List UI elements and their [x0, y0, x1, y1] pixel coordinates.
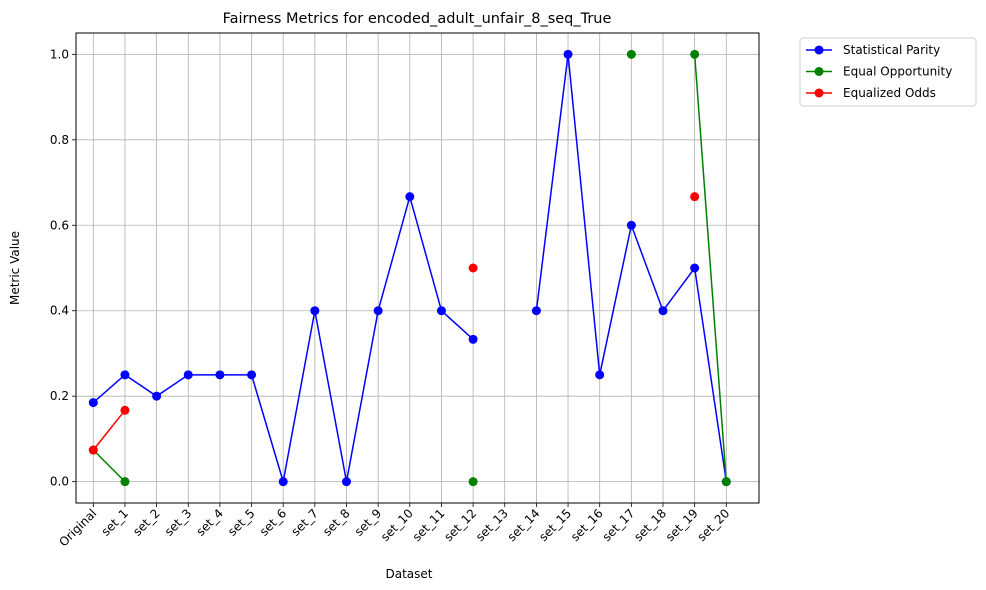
data-point — [215, 370, 225, 380]
x-tick-label: set_13 — [473, 506, 511, 544]
x-tick-label: set_2 — [130, 506, 163, 539]
data-point — [342, 477, 351, 487]
data-point — [152, 391, 162, 401]
x-tick-label: set_6 — [257, 506, 290, 539]
data-point — [373, 306, 383, 316]
x-tick-label: set_18 — [631, 506, 669, 544]
legend-marker — [814, 67, 824, 76]
series-layer — [88, 49, 731, 487]
series-line — [92, 409, 126, 451]
data-point — [468, 334, 478, 344]
legend-item: Equal Opportunity — [806, 65, 952, 79]
x-tick-label: set_15 — [536, 506, 574, 544]
y-tick-label: 0.8 — [50, 133, 69, 147]
x-tick-label: set_11 — [410, 506, 448, 544]
x-tick-label: set_7 — [288, 506, 321, 539]
legend-item: Statistical Parity — [806, 43, 940, 57]
x-tick-label: set_17 — [600, 506, 638, 544]
data-point — [120, 370, 130, 380]
y-tick-label: 1.0 — [50, 47, 69, 61]
legend-marker — [814, 88, 824, 98]
data-point — [183, 370, 193, 380]
data-point — [278, 477, 288, 487]
series-line — [92, 449, 126, 483]
y-tick-label: 0.4 — [50, 304, 69, 318]
x-tick-label: set_8 — [320, 506, 353, 539]
x-tick-label: set_1 — [99, 506, 132, 539]
data-point — [88, 398, 98, 408]
y-tick-label: 0.6 — [50, 218, 69, 232]
data-point — [120, 477, 130, 487]
x-tick-label: set_4 — [194, 506, 227, 539]
data-point — [88, 445, 98, 455]
data-point — [690, 192, 700, 202]
plot-frame — [75, 32, 760, 504]
data-point — [468, 263, 478, 273]
chart-title: Fairness Metrics for encoded_adult_unfai… — [223, 11, 612, 27]
data-point — [531, 306, 541, 316]
y-axis: 0.0 0.2 0.4 0.6 0.8 1.0 — [50, 47, 76, 489]
data-point — [436, 306, 446, 316]
series-equalized-odds — [88, 192, 700, 455]
x-axis: Original set_1 set_2 set_3 set_4 set_5 set_6 se… — [56, 503, 732, 549]
y-tick-label: 0.0 — [50, 475, 69, 489]
x-tick-label: set_12 — [441, 506, 479, 544]
legend: Statistical Parity Equal Opportunity Equal… — [799, 37, 977, 107]
x-tick-label: set_16 — [568, 506, 606, 544]
data-point — [690, 49, 700, 59]
x-tick-label: set_10 — [378, 506, 416, 544]
data-point — [626, 220, 636, 230]
data-point — [120, 405, 130, 415]
legend-item: Equalized Odds — [806, 86, 936, 100]
x-tick-label: set_14 — [505, 506, 543, 544]
y-axis-title: Metric Value — [8, 231, 22, 305]
series-statistical-parity — [88, 49, 731, 487]
data-point — [690, 263, 700, 273]
x-tick-label: Original — [56, 506, 99, 549]
data-point — [721, 477, 731, 487]
data-point — [658, 306, 668, 316]
x-axis-title: Dataset — [386, 567, 433, 581]
legend-label: Equalized Odds — [843, 86, 936, 100]
x-tick-label: set_5 — [225, 506, 258, 539]
x-tick-label: set_19 — [663, 506, 701, 544]
data-point — [247, 370, 257, 380]
x-tick-label: set_20 — [695, 506, 733, 544]
y-tick-label: 0.2 — [50, 389, 69, 403]
legend-marker — [814, 45, 824, 55]
legend-frame — [799, 37, 977, 107]
grid — [76, 33, 759, 503]
data-point — [626, 49, 636, 59]
data-point — [595, 370, 605, 380]
legend-label: Statistical Parity — [843, 43, 940, 57]
data-point — [405, 192, 415, 202]
series-line — [693, 54, 728, 482]
data-point — [310, 306, 320, 316]
data-point — [563, 49, 573, 59]
data-point — [468, 477, 478, 487]
legend-label: Equal Opportunity — [843, 65, 952, 79]
x-tick-label: set_3 — [162, 506, 195, 539]
